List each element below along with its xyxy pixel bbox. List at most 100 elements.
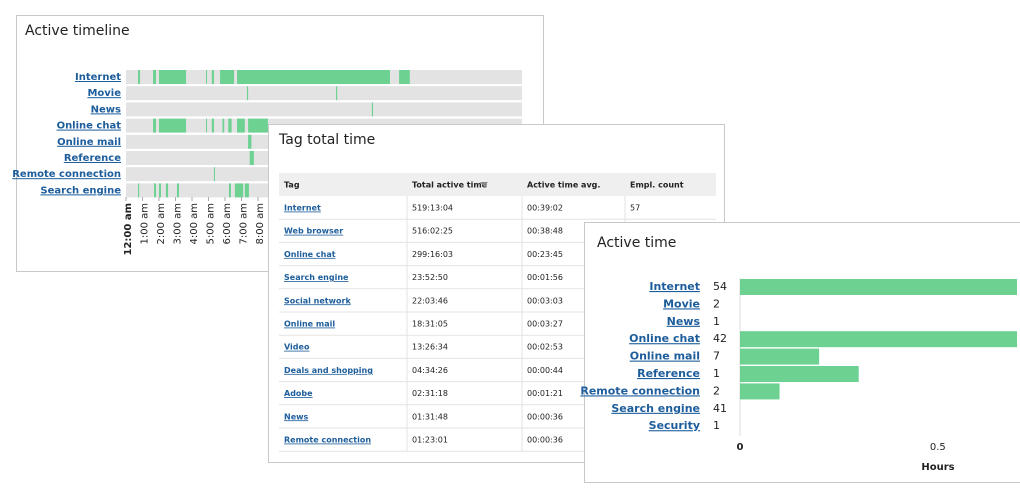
bar: [740, 383, 780, 399]
activity-segment: [229, 183, 231, 197]
row-label[interactable]: Remote connection: [12, 169, 121, 180]
activity-segment: [212, 119, 214, 133]
row-label[interactable]: Internet: [75, 72, 121, 83]
activity-segment: [154, 183, 156, 197]
activity-segment: [138, 183, 139, 197]
track: [126, 86, 522, 100]
bar: [740, 366, 859, 382]
activity-segment: [212, 70, 214, 84]
activity-segment: [159, 119, 186, 133]
tag-link[interactable]: Video: [284, 343, 310, 352]
count-label: 1: [713, 367, 720, 380]
column-header: Active time avg.: [527, 181, 600, 190]
tag-link[interactable]: Remote connection: [284, 436, 371, 445]
activity-segment: [237, 119, 245, 133]
cell: 01:23:01: [412, 436, 448, 445]
column-header: Empl. count: [630, 181, 684, 190]
activity-segment: [399, 70, 410, 84]
row-label[interactable]: Search engine: [40, 185, 121, 196]
category-label[interactable]: Movie: [663, 297, 700, 310]
tag-link[interactable]: Deals and shopping: [284, 366, 373, 375]
count-label: 42: [713, 332, 727, 345]
activity-segment: [250, 151, 254, 165]
panel-title: Active timeline: [25, 23, 130, 39]
x-tick-label: 2:00 am: [156, 203, 167, 245]
activity-segment: [372, 102, 373, 116]
count-label: 41: [713, 402, 727, 415]
tag-link[interactable]: Web browser: [284, 227, 343, 236]
cell: 22:03:46: [412, 296, 448, 305]
cell: 02:31:18: [412, 389, 448, 398]
column-header[interactable]: Total active time: [412, 181, 488, 190]
row-label[interactable]: Online chat: [57, 121, 122, 132]
tag-link[interactable]: Online chat: [284, 250, 336, 259]
category-label[interactable]: Search engine: [611, 402, 700, 415]
tag-link[interactable]: Search engine: [284, 273, 349, 282]
activity-segment: [159, 70, 186, 84]
x-tick-label: 5:00 am: [206, 203, 217, 245]
x-tick-label: 1:00 am: [140, 203, 151, 245]
cell: 00:01:56: [527, 273, 563, 282]
cell: 23:52:50: [412, 273, 448, 282]
panel-title: Active time: [597, 235, 676, 251]
panel-title: Tag total time: [278, 132, 375, 148]
tag-link[interactable]: News: [284, 412, 309, 421]
cell: 00:00:44: [527, 366, 563, 375]
x-tick-label: 0.5: [930, 442, 946, 453]
row-label[interactable]: News: [91, 104, 121, 115]
cell: 00:00:36: [527, 412, 563, 421]
tag-link[interactable]: Adobe: [284, 389, 313, 398]
cell: 01:31:48: [412, 412, 448, 421]
cell: 00:38:48: [527, 227, 563, 236]
count-label: 2: [713, 384, 720, 397]
row-label[interactable]: Reference: [64, 153, 121, 164]
activity-segment: [248, 119, 268, 133]
count-label: 1: [713, 315, 720, 328]
activity-segment: [237, 70, 390, 84]
activity-segment: [247, 86, 248, 100]
x-tick-label: 6:00 am: [222, 203, 233, 245]
tag-link[interactable]: Online mail: [284, 320, 335, 329]
activity-segment: [206, 70, 207, 84]
category-label[interactable]: Security: [649, 419, 700, 432]
category-label[interactable]: Internet: [649, 280, 700, 293]
bar: [740, 331, 1017, 347]
category-label[interactable]: Reference: [637, 367, 700, 380]
cell: 00:03:27: [527, 320, 563, 329]
tag-link[interactable]: Internet: [284, 204, 321, 213]
category-label[interactable]: Online chat: [629, 332, 700, 345]
row-label[interactable]: Movie: [87, 88, 121, 99]
cell: 00:01:21: [527, 389, 563, 398]
x-tick-label: 4:00 am: [189, 203, 200, 245]
activity-segment: [166, 183, 168, 197]
category-label[interactable]: Remote connection: [580, 384, 700, 397]
activity-segment: [159, 183, 161, 197]
cell: 00:23:45: [527, 250, 563, 259]
category-label[interactable]: Online mail: [630, 350, 700, 363]
x-tick-label: 8:00 am: [255, 203, 266, 245]
activity-segment: [214, 167, 215, 181]
x-axis-title: Hours: [921, 462, 954, 473]
category-label[interactable]: News: [667, 315, 701, 328]
activity-segment: [223, 119, 225, 133]
x-tick-label: 0: [737, 442, 744, 453]
activity-segment: [153, 119, 156, 133]
count-label: 2: [713, 297, 720, 310]
count-label: 54: [713, 280, 727, 293]
activity-segment: [153, 70, 156, 84]
activity-segment: [177, 183, 179, 197]
active-time-panel: Active time Internet 54 Movie 2 News 1 Online …: [580, 223, 1020, 483]
count-label: 1: [713, 419, 720, 432]
cell: 00:03:03: [527, 296, 563, 305]
bar: [740, 349, 819, 365]
cell: 00:00:36: [527, 436, 563, 445]
column-header: Tag: [284, 181, 300, 190]
activity-segment: [206, 119, 207, 133]
activity-segment: [228, 119, 231, 133]
row-label[interactable]: Online mail: [57, 137, 121, 148]
count-label: 7: [713, 350, 720, 363]
cell: 299:16:03: [412, 250, 453, 259]
tag-link[interactable]: Social network: [284, 296, 351, 305]
